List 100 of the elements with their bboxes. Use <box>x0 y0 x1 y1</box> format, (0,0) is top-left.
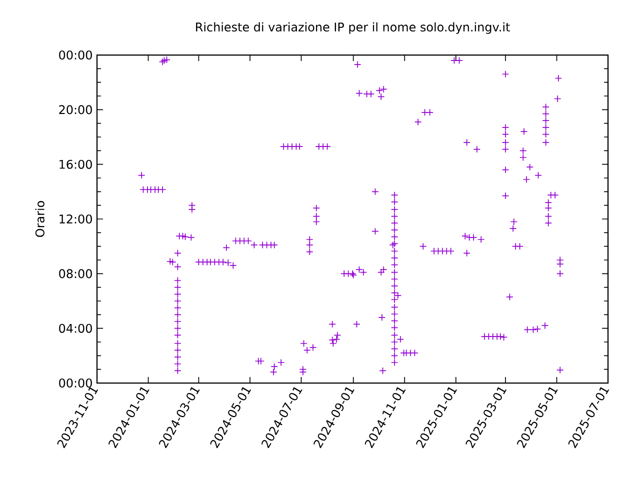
point <box>306 241 314 249</box>
point <box>377 93 385 100</box>
point <box>138 172 146 179</box>
point <box>166 258 174 266</box>
point <box>376 86 384 94</box>
point <box>390 212 398 220</box>
point <box>372 188 379 196</box>
point <box>199 258 207 266</box>
point <box>270 368 278 376</box>
point <box>299 366 307 373</box>
point <box>284 142 292 150</box>
point <box>390 352 398 360</box>
point <box>174 346 182 354</box>
point <box>360 268 368 276</box>
point <box>390 303 398 311</box>
point <box>442 247 450 255</box>
point <box>526 163 534 171</box>
point <box>411 349 418 357</box>
point <box>542 138 550 146</box>
point <box>174 311 182 318</box>
point <box>524 326 531 334</box>
point <box>390 282 398 290</box>
point <box>328 320 336 328</box>
point <box>390 254 398 262</box>
point <box>187 234 195 242</box>
point <box>544 219 552 227</box>
point <box>390 345 398 352</box>
point <box>394 292 402 300</box>
point <box>519 147 527 154</box>
point <box>421 108 428 116</box>
point <box>390 268 398 276</box>
point <box>544 198 552 206</box>
point <box>174 284 182 291</box>
point <box>312 218 320 226</box>
point <box>174 297 182 305</box>
point <box>334 332 342 339</box>
point <box>280 142 288 150</box>
point <box>390 247 398 255</box>
point <box>296 142 304 150</box>
point <box>534 325 542 333</box>
point <box>542 116 550 124</box>
point <box>463 138 470 146</box>
point <box>319 142 327 150</box>
point <box>390 275 398 283</box>
point <box>516 242 524 250</box>
point <box>174 353 182 361</box>
point <box>447 247 454 255</box>
point <box>390 198 398 206</box>
y-tick-label: 00:00 <box>59 50 92 60</box>
point <box>303 346 311 354</box>
point <box>390 317 398 324</box>
point <box>312 212 320 220</box>
point <box>502 138 510 146</box>
point <box>363 90 370 98</box>
point <box>547 191 555 199</box>
y-tick-label: 12:00 <box>60 214 92 224</box>
point <box>480 332 488 340</box>
point <box>188 206 196 214</box>
point <box>258 241 266 249</box>
point <box>502 192 510 200</box>
point <box>554 74 562 82</box>
point <box>470 234 478 242</box>
point <box>174 276 182 284</box>
point <box>390 233 398 240</box>
point <box>378 314 386 322</box>
point <box>300 340 308 348</box>
point <box>163 56 170 64</box>
point <box>390 289 398 296</box>
point <box>485 332 492 340</box>
point <box>354 60 362 68</box>
point <box>390 358 398 366</box>
point <box>502 70 510 78</box>
point <box>306 248 314 256</box>
point <box>390 206 398 214</box>
point <box>406 349 414 357</box>
y-tick-label: 20:00 <box>59 105 92 114</box>
point <box>534 172 542 179</box>
point <box>182 233 189 240</box>
point <box>236 237 244 245</box>
point <box>277 358 285 366</box>
point <box>315 142 323 150</box>
point <box>434 247 442 255</box>
point <box>174 324 182 332</box>
point <box>379 367 386 374</box>
point <box>542 124 550 132</box>
point <box>174 360 182 368</box>
point <box>512 242 520 250</box>
y-tick-label: 04:00 <box>59 324 92 333</box>
point <box>556 260 564 268</box>
point <box>312 204 320 212</box>
point <box>340 270 348 278</box>
point <box>542 103 550 111</box>
point <box>380 266 388 274</box>
point <box>211 258 218 266</box>
point <box>219 258 227 266</box>
point <box>353 320 360 328</box>
point <box>556 366 564 374</box>
y-axis-title: Orario <box>35 201 44 237</box>
point <box>174 318 182 326</box>
point <box>419 242 427 250</box>
